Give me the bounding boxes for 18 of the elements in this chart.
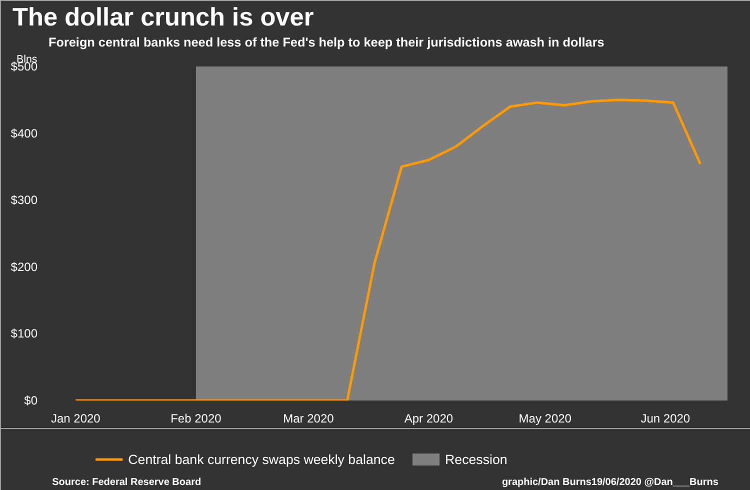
text: graphic/Dan Burns19/06/2020 @Dan___Burns — [502, 477, 719, 488]
chart-title: The dollar crunch is over — [12, 4, 314, 32]
x-tick-label: Jun 2020 — [640, 412, 690, 426]
chart-subtitle: Foreign central banks need less of the Fed's help to keep their jurisdictions awash in dollars — [48, 36, 604, 50]
x-tick-label: Apr 2020 — [404, 412, 454, 426]
x-tick-label: Feb 2020 — [170, 412, 222, 426]
x-tick-label: Jan 2020 — [50, 412, 101, 426]
x-tick-label: Mar 2020 — [283, 412, 334, 426]
y-tick-label: $100 — [10, 326, 38, 341]
x-tick-label: May 2020 — [518, 412, 572, 426]
y-tick-label: $400 — [10, 126, 38, 140]
source-note: Source: Federal Reserve Board — [52, 477, 202, 488]
line-series — [74, 98, 702, 400]
y-tick-label: $200 — [10, 260, 38, 274]
legend-label: Central bank currency swaps weekly balance — [128, 452, 395, 467]
y-tick-label: $0 — [24, 394, 38, 408]
y-tick-label: $300 — [10, 193, 38, 208]
legend-label: Recession — [445, 452, 508, 467]
